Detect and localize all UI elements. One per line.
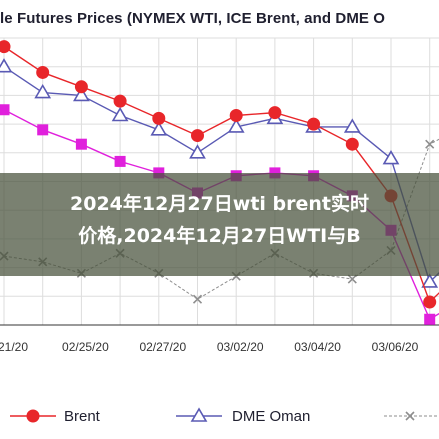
x-tick-label: 2/21/20 xyxy=(0,340,28,354)
data-point-0-3 xyxy=(113,94,127,108)
legend-label-brent: Brent xyxy=(64,408,100,425)
data-point-1-6 xyxy=(227,118,245,133)
data-point-0-6 xyxy=(229,108,243,122)
data-point-3-9 xyxy=(347,274,357,284)
data-point-2-7 xyxy=(269,167,281,179)
data-point-3-5 xyxy=(192,294,203,304)
data-point-1-2 xyxy=(73,86,90,102)
data-point-2-1 xyxy=(37,124,49,136)
x-tick-label: 03/06/20 xyxy=(372,340,419,354)
data-point-2-4 xyxy=(153,167,165,179)
data-point-2-11 xyxy=(424,313,436,325)
data-point-0-11 xyxy=(423,295,437,309)
x-tick-label: 03/04/20 xyxy=(294,340,341,354)
data-point-3-11 xyxy=(425,139,435,149)
data-point-2-2 xyxy=(75,138,87,150)
data-point-0-1 xyxy=(36,65,50,79)
data-point-1-0 xyxy=(0,58,13,73)
data-point-0-0 xyxy=(0,40,11,54)
data-point-1-1 xyxy=(34,83,52,99)
title-overlay-band xyxy=(0,173,439,276)
legend-label-dme-oman: DME Oman xyxy=(232,408,311,425)
data-point-1-10 xyxy=(382,149,400,165)
data-point-1-9 xyxy=(343,118,361,133)
data-point-0-5 xyxy=(191,129,204,143)
overlay-headline: 2024年12月27日wti brent实时 价格,2024年12月27日WTI… xyxy=(0,188,439,252)
data-point-1-3 xyxy=(111,106,129,122)
data-point-0-4 xyxy=(152,111,166,125)
chart-title: le Futures Prices (NYMEX WTI, ICE Brent,… xyxy=(0,10,386,27)
data-point-1-11 xyxy=(421,273,439,288)
x-tick-label: 03/02/20 xyxy=(217,340,264,354)
data-point-0-2 xyxy=(74,80,88,94)
data-point-0-7 xyxy=(268,106,282,120)
x-tick-label: 02/27/20 xyxy=(139,340,186,354)
overlay-line-2: 价格,2024年12月27日WTI与B xyxy=(78,225,361,247)
data-point-2-3 xyxy=(114,155,126,167)
overlay-line-1: 2024年12月27日wti brent实时 xyxy=(70,193,369,215)
x-tick-labels: 2/21/20 02/25/20 02/27/20 03/02/20 03/04/20 0… xyxy=(0,340,419,354)
x-tick-label: 02/25/20 xyxy=(62,340,109,354)
data-point-1-4 xyxy=(150,121,168,136)
data-point-0-8 xyxy=(307,117,321,131)
data-point-1-5 xyxy=(189,144,206,159)
legend xyxy=(0,398,439,439)
data-point-2-0 xyxy=(0,104,10,116)
data-point-0-9 xyxy=(345,137,359,151)
